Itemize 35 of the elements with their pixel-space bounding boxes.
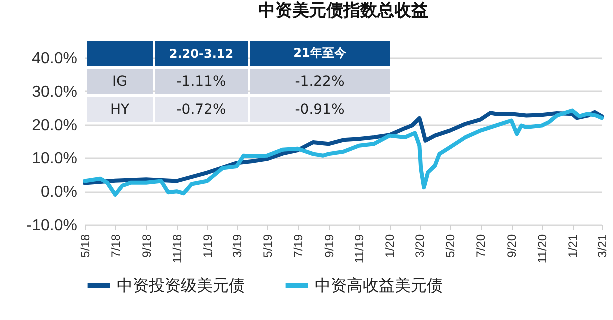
x-tick-label: 11/20 xyxy=(536,234,550,264)
x-tick-label: 7/20 xyxy=(474,234,488,258)
x-tick-label: 5/18 xyxy=(78,234,92,258)
x-tick-label: 9/19 xyxy=(322,234,336,258)
x-tick-label: 9/18 xyxy=(140,234,154,258)
x-tick-label: 1/21 xyxy=(566,234,580,258)
legend-label: 中资投资级美元债 xyxy=(117,276,245,295)
annotation: -0.91% xyxy=(250,97,390,122)
x-tick-label: 11/19 xyxy=(352,234,367,264)
x-tick-label: 3/21 xyxy=(596,234,610,258)
x-tick-label: 9/20 xyxy=(505,234,520,258)
legend-label: 中资高收益美元债 xyxy=(315,276,443,295)
x-tick-label: 1/19 xyxy=(200,234,215,258)
chart-title: 中资美元债指数总收益 xyxy=(258,1,428,21)
y-tick-label: 40.0% xyxy=(32,50,78,68)
annotation: 21年至今 xyxy=(250,41,390,66)
y-tick-label: 20.0% xyxy=(32,117,78,134)
annotation: -0.72% xyxy=(155,97,248,122)
x-tick-label: 1/20 xyxy=(383,234,398,258)
annotation: HY xyxy=(87,97,153,122)
x-tick-label: 7/19 xyxy=(291,234,306,258)
x-tick-label: 5/19 xyxy=(260,234,275,258)
y-tick-label: 30.0% xyxy=(32,84,78,101)
annotation: -1.11% xyxy=(155,69,248,94)
annotation: IG xyxy=(87,69,153,94)
x-tick-label: 11/18 xyxy=(170,234,184,264)
x-tick-label: 3/20 xyxy=(413,234,428,258)
annotation: -1.22% xyxy=(250,69,390,94)
y-tick-label: -10.0% xyxy=(26,218,78,234)
x-tick-label: 3/19 xyxy=(230,234,244,258)
y-tick-label: 10.0% xyxy=(32,150,78,168)
x-tick-label: 5/20 xyxy=(444,234,458,258)
x-tick-label: 7/18 xyxy=(108,234,123,258)
annotation: 2.20-3.12 xyxy=(155,41,248,66)
y-tick-label: 0.0% xyxy=(41,184,78,202)
